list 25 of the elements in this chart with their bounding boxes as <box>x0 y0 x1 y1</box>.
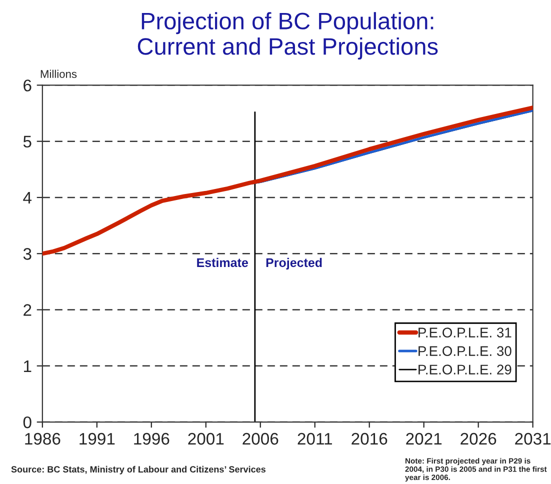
y-tick-label: 3 <box>23 248 32 260</box>
source-note: Source: BC Stats, Ministry of Labour and Citizens’ Services <box>11 466 266 474</box>
y-tick-label: 4 <box>23 192 32 204</box>
chart-title: Projection of BC Population: Current and Past Projections <box>138 12 438 60</box>
y-axis-title: Millions <box>40 70 77 78</box>
legend-label: P.E.O.P.L.E. 31 <box>418 328 512 338</box>
y-tick-label: 6 <box>24 80 32 92</box>
x-tick-label: 1991 <box>80 432 115 445</box>
y-tick-label: 5 <box>23 136 32 148</box>
annotation: Projected <box>266 258 322 270</box>
x-tick-label: 2016 <box>352 432 388 445</box>
annotation: Estimate <box>197 258 248 268</box>
legend-label: P.E.O.P.L.E. 30 <box>418 346 512 356</box>
x-tick-label: 1986 <box>25 432 60 445</box>
x-tick-label: 1996 <box>134 432 170 445</box>
x-tick-label: 2031 <box>515 432 551 445</box>
x-tick-label: 2006 <box>242 432 278 445</box>
y-tick-label: 0 <box>23 416 32 428</box>
legend-label: P.E.O.P.L.E. 29 <box>418 364 512 375</box>
x-tick-label: 2026 <box>460 432 496 445</box>
x-tick-label: 2001 <box>188 432 224 445</box>
y-tick-label: 1 <box>24 360 32 372</box>
x-tick-label: 2011 <box>298 432 332 445</box>
y-tick-label: 2 <box>24 304 32 316</box>
x-tick-label: 2021 <box>406 432 442 445</box>
